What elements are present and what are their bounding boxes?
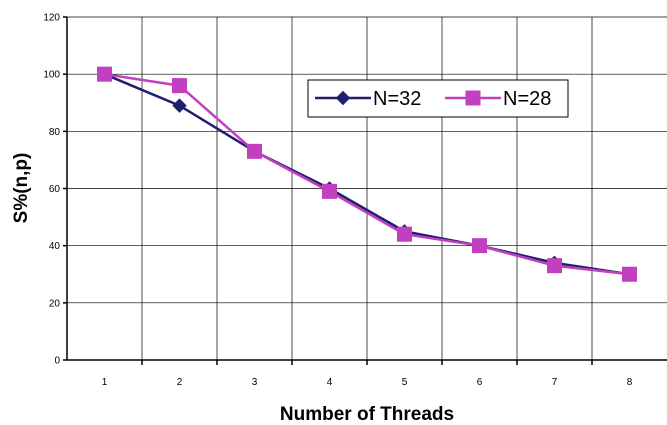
x-tick-labels: 1 2 3 4 5 6 7 8 <box>102 377 633 388</box>
y-tick-label: 40 <box>49 241 61 252</box>
legend-item: N=32 <box>315 88 421 110</box>
y-axis-title: S%(n,p) <box>11 153 32 224</box>
x-tick-label: 2 <box>177 377 183 388</box>
x-axis-title: Number of Threads <box>280 404 454 425</box>
x-tick-label: 8 <box>627 377 633 388</box>
y-tick-label: 120 <box>43 13 60 24</box>
x-tick-label: 5 <box>402 377 408 388</box>
y-tick-label: 100 <box>43 70 60 81</box>
legend-label: N=28 <box>503 88 551 110</box>
y-tick-label: 0 <box>54 356 60 367</box>
data-point-square <box>472 238 487 254</box>
series-line <box>104 73 630 276</box>
legend-label: N=32 <box>373 88 421 110</box>
x-tick-label: 6 <box>477 377 483 388</box>
x-tick-label: 1 <box>102 377 108 388</box>
legend-item: N=28 <box>445 88 551 110</box>
x-tick-label: 3 <box>252 377 258 388</box>
y-tick-label: 60 <box>49 184 61 195</box>
data-point-square <box>247 143 262 159</box>
x-tick-label: 4 <box>327 377 333 388</box>
series-line <box>104 72 630 276</box>
grid <box>67 16 667 361</box>
legend-marker <box>465 90 481 106</box>
legend-marker <box>335 90 351 106</box>
series <box>97 66 637 282</box>
data-point-square <box>172 78 187 94</box>
data-point-diamond <box>172 98 187 113</box>
data-point-square <box>547 258 562 274</box>
data-point-square <box>97 66 112 82</box>
data-point-square <box>322 183 337 199</box>
axes <box>63 16 667 365</box>
x-tick-label: 7 <box>552 377 558 388</box>
legend: N=32 N=28 <box>307 79 569 118</box>
data-point-square <box>622 266 637 282</box>
y-tick-label: 20 <box>49 298 61 309</box>
y-tick-label: 80 <box>49 127 61 138</box>
legend-items: N=32 N=28 <box>315 88 551 110</box>
data-point-square <box>397 226 412 242</box>
y-tick-labels: 0 20 40 60 80 100 120 <box>43 13 60 367</box>
series-N=28 <box>97 66 637 282</box>
